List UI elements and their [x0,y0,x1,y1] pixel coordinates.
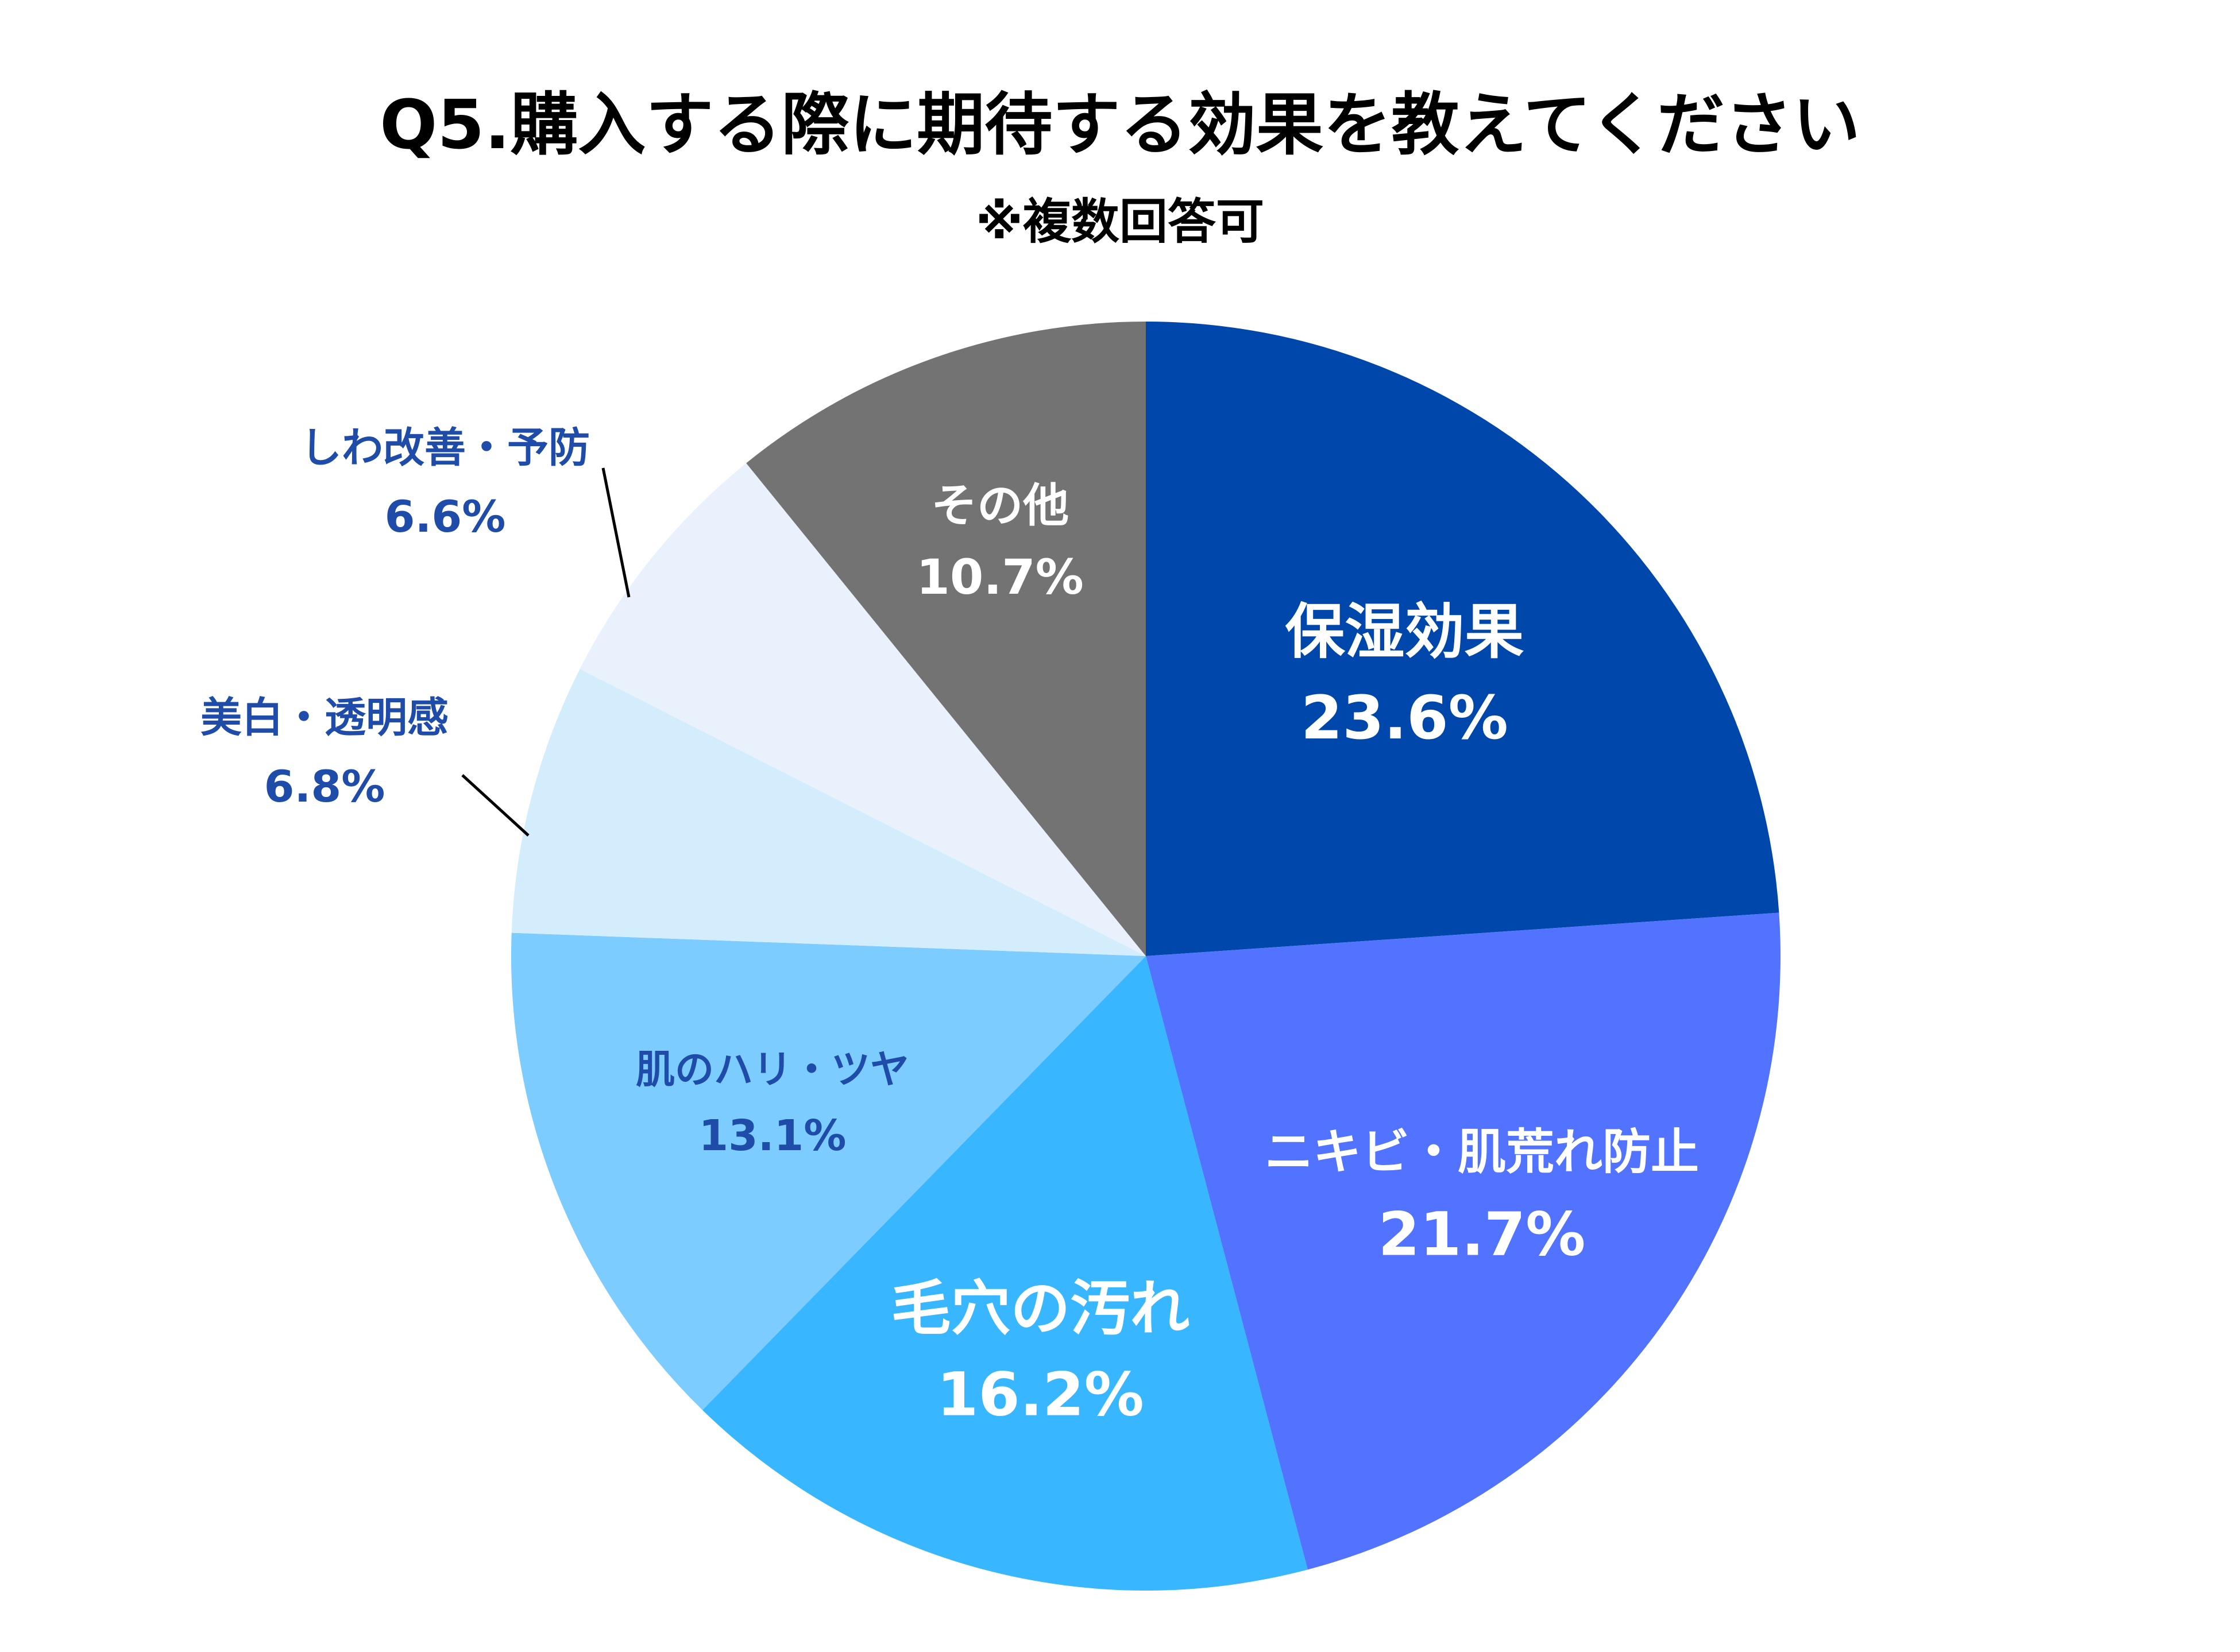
pie-slice [702,956,1308,1591]
leader-line [601,467,631,598]
slice-value-label: 13.1% [699,1111,847,1160]
pie-slices [511,322,1781,1591]
slice-name-label: しわ改善・予防 [300,424,590,472]
slice-value-label: 10.7% [916,549,1083,605]
slice-name-label: その他 [931,479,1069,532]
slice-labels: 保湿効果 23.6% ニキビ・肌荒れ防止 21.7% 毛穴の汚れ 16.2% 肌のハリ・ツヤ… [200,424,1699,1430]
pie-slice [746,322,1146,956]
chart-title: Q5.購入する際に期待する効果を教えてください [380,85,1860,164]
pie-slice [511,669,1146,956]
pie-slice [1146,322,1779,956]
slice-name-label: 肌のハリ・ツヤ [636,1047,909,1093]
slice-name-label: 保湿効果 [1285,597,1524,667]
leader-line [461,774,530,837]
slice-value-label: 21.7% [1378,1199,1586,1269]
pie-slice [511,933,1146,1410]
slice-value-label: 23.6% [1301,683,1508,753]
chart-subtitle: ※複数回答可 [976,194,1264,250]
pie-slice [1146,912,1781,1570]
slice-value-label: 6.8% [264,761,385,812]
slice-name-label: ニキビ・肌荒れ防止 [1265,1124,1699,1180]
slice-name-label: 美白・透明感 [200,694,449,742]
slice-name-label: 毛穴の汚れ [891,1274,1189,1344]
slice-value-label: 16.2% [937,1360,1144,1430]
leader-lines [461,467,631,837]
slice-value-label: 6.6% [385,491,506,542]
pie-slice [580,463,1146,956]
